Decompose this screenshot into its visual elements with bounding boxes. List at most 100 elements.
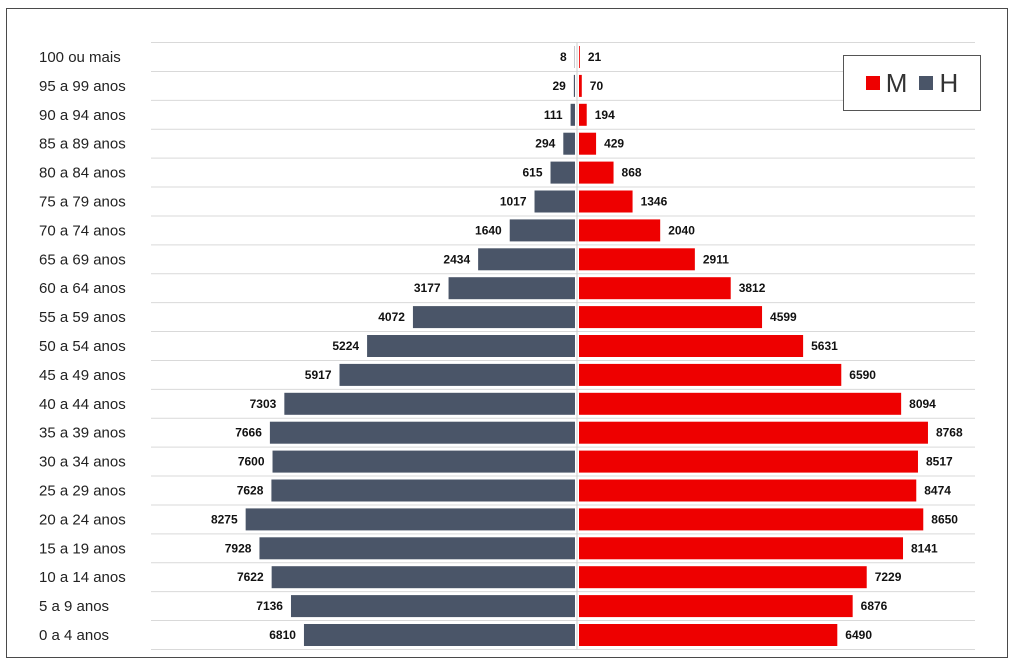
bar-m [579, 479, 917, 502]
bar-m [579, 392, 902, 415]
value-label-m: 6590 [849, 368, 876, 382]
value-label-h: 111 [544, 108, 563, 122]
category-label: 90 a 94 anos [39, 107, 126, 124]
bar-m [579, 508, 924, 531]
bar-h [509, 219, 575, 242]
category-label: 30 a 34 anos [39, 454, 126, 471]
bar-h [271, 479, 575, 502]
bar-m [579, 363, 842, 386]
bar-m [579, 103, 587, 126]
bar-m [579, 74, 582, 97]
value-label-h: 7136 [256, 599, 283, 613]
category-label: 80 a 84 anos [39, 165, 126, 182]
category-label: 50 a 54 anos [39, 338, 126, 355]
category-label: 40 a 44 anos [39, 396, 126, 413]
bar-h [570, 103, 575, 126]
bar-m [579, 190, 633, 213]
chart-frame: 100 ou mais 8 21 95 a 99 anos 29 70 90 a 94 an… [6, 8, 1008, 658]
bar-m [579, 450, 918, 473]
bar-h [245, 508, 575, 531]
value-label-h: 7928 [225, 541, 252, 555]
category-label: 55 a 59 anos [39, 309, 126, 326]
category-label: 35 a 39 anos [39, 425, 126, 442]
category-label: 20 a 24 anos [39, 511, 126, 528]
value-label-m: 4599 [770, 310, 797, 324]
value-label-h: 7303 [250, 397, 277, 411]
value-label-h: 4072 [378, 310, 405, 324]
value-label-h: 29 [552, 79, 566, 93]
value-label-m: 8141 [911, 541, 938, 555]
bar-h [271, 566, 575, 589]
bar-m [579, 277, 731, 300]
population-pyramid-chart: 100 ou mais 8 21 95 a 99 anos 29 70 90 a 94 an… [39, 42, 975, 650]
bar-m [579, 537, 904, 560]
value-label-m: 70 [590, 79, 604, 93]
value-label-m: 8650 [931, 512, 958, 526]
category-label: 0 a 4 anos [39, 627, 109, 644]
value-label-h: 1017 [500, 195, 527, 209]
value-label-m: 2911 [703, 252, 729, 266]
value-label-h: 3177 [414, 281, 441, 295]
value-label-m: 21 [588, 50, 602, 64]
bar-h [412, 306, 575, 329]
bar-m [579, 306, 763, 329]
value-label-h: 1640 [475, 223, 502, 237]
value-label-h: 5224 [332, 339, 359, 353]
bar-h [284, 392, 575, 415]
value-label-h: 294 [535, 137, 555, 151]
category-label: 60 a 64 anos [39, 280, 126, 297]
value-label-m: 3812 [739, 281, 766, 295]
bar-m [579, 46, 580, 68]
bar-h [269, 421, 575, 444]
bar-m [579, 566, 867, 589]
category-label: 100 ou mais [39, 49, 121, 66]
value-label-m: 8474 [924, 484, 951, 498]
value-label-h: 7666 [235, 426, 262, 440]
value-label-m: 429 [604, 137, 624, 151]
bar-m [579, 161, 614, 184]
legend-swatch-m [865, 76, 880, 90]
value-label-h: 2434 [443, 252, 470, 266]
value-label-m: 194 [595, 108, 615, 122]
bar-h [367, 335, 575, 357]
category-label: 65 a 69 anos [39, 251, 126, 268]
bar-h [290, 595, 575, 618]
category-label: 75 a 79 anos [39, 194, 126, 211]
bar-h [478, 248, 575, 271]
bar-h [534, 190, 575, 213]
value-label-h: 7628 [237, 484, 264, 498]
value-label-m: 8094 [909, 397, 936, 411]
value-label-h: 615 [522, 166, 542, 180]
chart-legend: M H [843, 55, 981, 111]
bar-m [579, 335, 804, 357]
value-label-m: 2040 [668, 223, 695, 237]
value-label-h: 7622 [237, 570, 264, 584]
category-label: 95 a 99 anos [39, 78, 126, 95]
bar-h [339, 363, 575, 386]
value-label-h: 5917 [305, 368, 332, 382]
value-label-h: 8 [560, 50, 567, 64]
value-label-m: 8768 [936, 426, 963, 440]
category-label: 25 a 29 anos [39, 483, 126, 500]
bar-h [573, 74, 575, 97]
category-label: 70 a 74 anos [39, 222, 126, 239]
category-label: 5 a 9 anos [39, 598, 109, 615]
bar-m [579, 248, 695, 271]
value-label-h: 7600 [238, 455, 265, 469]
legend-label-m: M [885, 67, 908, 98]
bar-m [579, 421, 928, 444]
value-label-h: 6810 [269, 628, 296, 642]
bar-h [259, 537, 575, 560]
value-label-m: 5631 [811, 339, 838, 353]
category-label: 45 a 49 anos [39, 367, 126, 384]
value-label-m: 6490 [845, 628, 872, 642]
value-label-h: 8275 [211, 512, 238, 526]
value-label-m: 868 [622, 166, 642, 180]
bar-h [448, 277, 575, 300]
category-label: 10 a 14 anos [39, 569, 126, 586]
value-label-m: 1346 [641, 195, 668, 209]
bar-m [579, 595, 853, 618]
bar-m [579, 132, 597, 155]
value-label-m: 7229 [875, 570, 902, 584]
bar-h [550, 161, 575, 184]
